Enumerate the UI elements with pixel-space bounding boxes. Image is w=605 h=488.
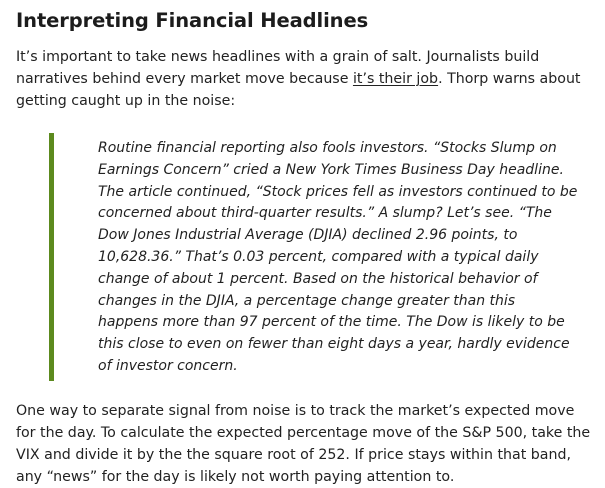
their-job-link[interactable]: it’s their job — [352, 71, 439, 87]
intro-text-before-link: It’s important to take news headlines wi… — [16, 49, 540, 87]
quote-text: Routine financial reporting also fools i… — [98, 140, 578, 374]
intro-paragraph: It’s important to take news headlines wi… — [16, 46, 591, 112]
outro-paragraph: One way to separate signal from noise is… — [16, 402, 591, 485]
section-heading: Interpreting Financial Headlines — [16, 9, 369, 32]
intro-text-after-link: . Thorp warns about getting caught up in… — [16, 71, 581, 109]
thorp-quote: Routine financial reporting also fools i… — [49, 133, 591, 381]
article-content: Interpreting Financial Headlines It’s im… — [16, 9, 591, 485]
